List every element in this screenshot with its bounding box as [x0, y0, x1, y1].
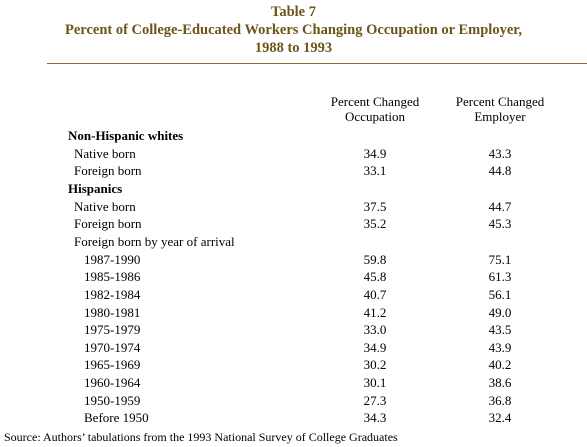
cell-value: 30.2 — [363, 357, 387, 373]
row-label: Foreign born by year of arrival — [74, 233, 235, 249]
row-label: Native born — [74, 145, 136, 161]
cell-value: 59.8 — [363, 251, 387, 267]
section-header: Hispanics — [68, 180, 123, 196]
cell-value: 41.2 — [363, 304, 387, 320]
column-header: Percent Changed — [330, 94, 420, 109]
cell-value: 45.8 — [363, 269, 387, 285]
column-header: Employer — [474, 109, 526, 124]
cell-value: 61.3 — [488, 269, 512, 285]
table-title: Percent of College-Educated Workers Chan… — [64, 22, 522, 38]
cell-value: 35.2 — [363, 216, 387, 232]
cell-value: 49.0 — [488, 304, 512, 320]
cell-value: 34.9 — [363, 339, 387, 355]
cell-value: 75.1 — [488, 251, 512, 267]
cell-value: 27.3 — [363, 392, 387, 408]
cell-value: 33.0 — [363, 322, 387, 338]
column-header: Percent Changed — [455, 94, 545, 109]
cell-value: 44.7 — [488, 198, 512, 214]
table-title: 1988 to 1993 — [254, 40, 333, 56]
row-label: 1985-1986 — [84, 269, 141, 285]
cell-value: 44.8 — [488, 163, 512, 179]
row-label: 1982-1984 — [84, 286, 141, 302]
cell-value: 32.4 — [488, 410, 512, 426]
cell-value: 37.5 — [363, 198, 387, 214]
row-label: 1987-1990 — [84, 251, 141, 267]
cell-value: 34.3 — [363, 410, 387, 426]
row-label: 1975-1979 — [84, 322, 141, 338]
cell-value: 43.5 — [488, 322, 512, 338]
row-label: Foreign born — [74, 163, 142, 179]
row-label: Native born — [74, 198, 136, 214]
cell-value: 56.1 — [488, 286, 512, 302]
title-rule — [47, 63, 587, 64]
row-label: 1970-1974 — [84, 339, 141, 355]
cell-value: 33.1 — [363, 163, 387, 179]
row-label: Before 1950 — [84, 410, 149, 426]
cell-value: 30.1 — [363, 375, 387, 391]
row-label: Foreign born — [74, 216, 142, 232]
source-note: Source: Authors’ tabulations from the 19… — [4, 430, 398, 444]
section-header: Non-Hispanic whites — [68, 128, 184, 143]
row-label: 1960-1964 — [84, 375, 141, 391]
cell-value: 40.2 — [488, 357, 512, 373]
cell-value: 40.7 — [363, 286, 387, 302]
cell-value: 38.6 — [488, 375, 512, 391]
column-header: Occupation — [345, 109, 405, 124]
table-title: Table 7 — [271, 4, 316, 20]
row-label: 1965-1969 — [84, 357, 141, 373]
cell-value: 43.9 — [488, 339, 512, 355]
row-label: 1980-1981 — [84, 304, 141, 320]
cell-value: 36.8 — [488, 392, 512, 408]
row-label: 1950-1959 — [84, 392, 141, 408]
cell-value: 34.9 — [363, 145, 387, 161]
cell-value: 43.3 — [488, 145, 512, 161]
cell-value: 45.3 — [488, 216, 512, 232]
